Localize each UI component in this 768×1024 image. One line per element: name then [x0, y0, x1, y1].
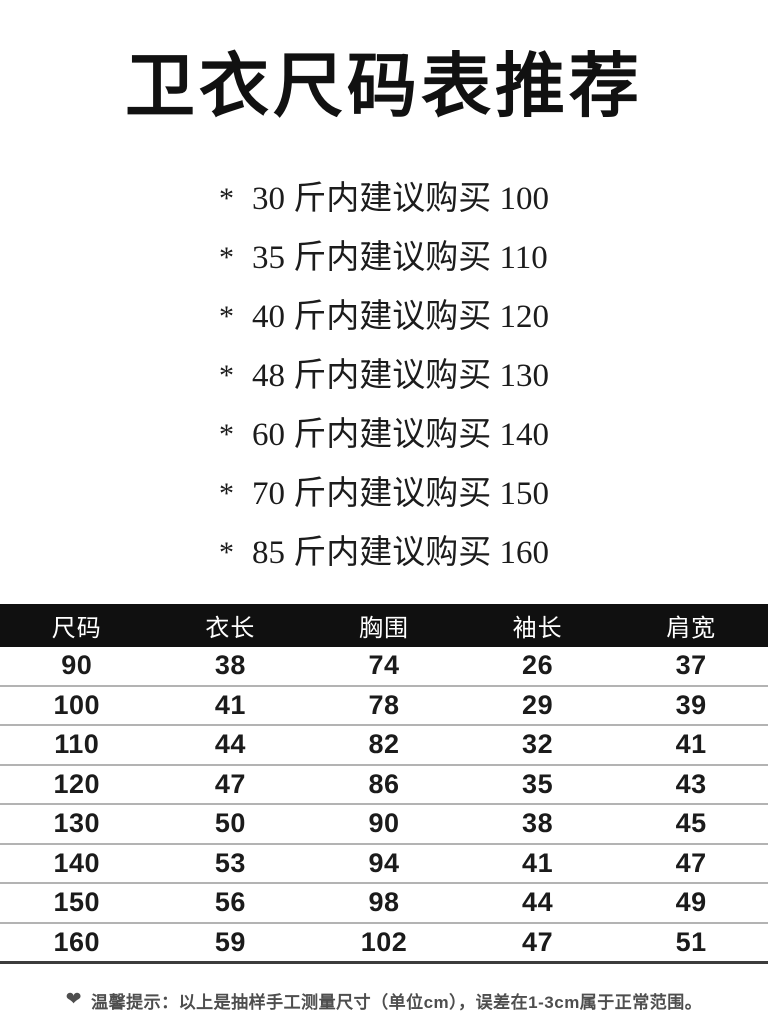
- recommendation-text: 35 斤内建议购买 110: [252, 239, 548, 276]
- page-title: 卫衣尺码表推荐: [125, 49, 643, 126]
- cell-sleeve-length: 29: [460, 684, 615, 725]
- cell-shoulder-width: 49: [614, 882, 768, 923]
- cell-garment-length: 47: [153, 763, 308, 804]
- asterisk-bullet-icon: *: [219, 240, 234, 274]
- cell-garment-length: 38: [214, 650, 246, 681]
- asterisk-bullet-icon: *: [219, 476, 234, 510]
- cell-garment-length: 50: [153, 803, 308, 844]
- cell-size: 140: [0, 842, 154, 883]
- size-table: 尺码 衣长 胸围 袖长 肩宽 90 38 74 26 37 100 41 78 …: [0, 604, 768, 964]
- cell-shoulder-width: 41: [614, 724, 768, 765]
- header-cell-chest: 胸围: [307, 604, 461, 647]
- cell-sleeve-length: 47: [460, 921, 615, 964]
- recommendation-text: 85 斤内建议购买 160: [252, 534, 549, 571]
- cell-garment-length: 44: [153, 724, 308, 765]
- cell-sleeve-length: 32: [460, 724, 615, 765]
- recommendation-item: * 35 斤内建议购买 110: [219, 224, 549, 283]
- header-cell-shoulder-width: 肩宽: [614, 604, 768, 647]
- cell-size: 100: [0, 684, 154, 725]
- table-header-row: 尺码 衣长 胸围 袖长 肩宽: [0, 604, 768, 647]
- footer-note: ❤ 温馨提示：以上是抽样手工测量尺寸（单位cm），误差在1-3cm属于正常范围。: [0, 988, 768, 1013]
- cell-sleeve-length: 38: [460, 803, 615, 844]
- recommendation-list: * 30 斤内建议购买 100 * 35 斤内建议购买 110 * 40 斤内建…: [219, 165, 549, 578]
- heart-icon: ❤: [65, 989, 83, 1010]
- table-row: 100 41 78 29 39: [0, 684, 768, 725]
- cell-garment-length: 56: [153, 882, 308, 923]
- table-row: 150 56 98 44 49: [0, 882, 768, 923]
- recommendation-item: * 85 斤内建议购买 160: [219, 519, 549, 578]
- table-row: 110 44 82 32 41: [0, 724, 768, 765]
- size-table-body: 90 38 74 26 37 100 41 78 29 39 110 44 82…: [0, 647, 768, 964]
- cell-sleeve-length: 26: [522, 650, 554, 681]
- cell-chest: 86: [307, 763, 461, 804]
- cell-shoulder-width: 51: [614, 921, 768, 964]
- recommendation-text: 30 斤内建议购买 100: [252, 180, 549, 217]
- cell-chest: 82: [307, 724, 461, 765]
- cell-sleeve-length: 35: [460, 763, 615, 804]
- cell-size: 120: [0, 763, 154, 804]
- cell-sleeve-length: 41: [460, 842, 615, 883]
- footer-note-text: 温馨提示：以上是抽样手工测量尺寸（单位cm），误差在1-3cm属于正常范围。: [91, 993, 703, 1012]
- recommendation-item: * 30 斤内建议购买 100: [219, 165, 549, 224]
- recommendation-item: * 48 斤内建议购买 130: [219, 342, 549, 401]
- cell-sleeve-length: 44: [460, 882, 615, 923]
- cell-size: 90: [61, 650, 93, 681]
- cell-garment-length: 41: [153, 684, 308, 725]
- cell-chest: 94: [307, 842, 461, 883]
- cell-shoulder-width: 43: [614, 763, 768, 804]
- cell-shoulder-width: 37: [675, 650, 707, 681]
- cell-size: 110: [0, 724, 154, 765]
- cell-shoulder-width: 45: [614, 803, 768, 844]
- table-row: 130 50 90 38 45: [0, 803, 768, 844]
- cell-chest: 78: [307, 684, 461, 725]
- table-row: 120 47 86 35 43: [0, 763, 768, 804]
- table-row: 90 38 74 26 37: [0, 647, 768, 686]
- recommendation-text: 40 斤内建议购买 120: [252, 298, 549, 335]
- asterisk-bullet-icon: *: [219, 299, 234, 333]
- cell-size: 130: [0, 803, 154, 844]
- header-cell-sleeve-length: 袖长: [460, 604, 615, 647]
- recommendation-item: * 60 斤内建议购买 140: [219, 401, 549, 460]
- recommendation-item: * 70 斤内建议购买 150: [219, 460, 549, 519]
- cell-chest: 102: [307, 921, 461, 964]
- cell-shoulder-width: 47: [614, 842, 768, 883]
- header-cell-size: 尺码: [0, 604, 154, 647]
- cell-size: 160: [0, 921, 154, 964]
- recommendation-text: 48 斤内建议购买 130: [252, 357, 549, 394]
- recommendation-text: 70 斤内建议购买 150: [252, 475, 549, 512]
- asterisk-bullet-icon: *: [219, 181, 234, 215]
- cell-chest: 98: [307, 882, 461, 923]
- table-row: 140 53 94 41 47: [0, 842, 768, 883]
- cell-shoulder-width: 39: [614, 684, 768, 725]
- asterisk-bullet-icon: *: [219, 535, 234, 569]
- cell-chest: 90: [307, 803, 461, 844]
- table-row: 160 59 102 47 51: [0, 921, 768, 964]
- size-table-header: 尺码 衣长 胸围 袖长 肩宽: [0, 604, 768, 647]
- asterisk-bullet-icon: *: [219, 358, 234, 392]
- cell-chest: 74: [368, 650, 400, 681]
- recommendation-text: 60 斤内建议购买 140: [252, 416, 549, 453]
- cell-size: 150: [0, 882, 154, 923]
- cell-garment-length: 59: [153, 921, 308, 964]
- cell-garment-length: 53: [153, 842, 308, 883]
- asterisk-bullet-icon: *: [219, 417, 234, 451]
- header-cell-garment-length: 衣长: [153, 604, 308, 647]
- recommendation-item: * 40 斤内建议购买 120: [219, 283, 549, 342]
